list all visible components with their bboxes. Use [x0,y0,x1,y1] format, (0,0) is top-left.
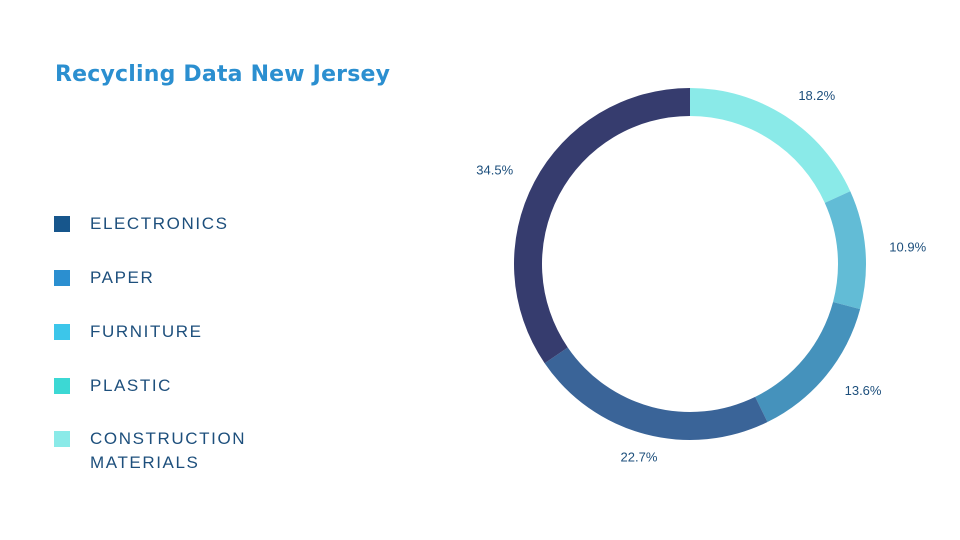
slice-label-0: 18.2% [798,88,835,103]
legend-swatch-furniture [54,324,70,340]
donut-slice-3 [544,347,768,440]
donut-slice-4 [514,88,690,364]
legend-swatch-electronics [54,216,70,232]
legend-item-electronics: ELECTRONICS [54,214,270,236]
legend-item-construction-materials: CONSTRUCTION MATERIALS [54,429,270,475]
legend-label-electronics: ELECTRONICS [90,214,229,233]
legend-label-furniture: FURNITURE [90,322,203,341]
legend-item-furniture: FURNITURE [54,322,270,344]
donut-slice-2 [755,301,861,423]
legend-swatch-construction-materials [54,431,70,447]
slice-label-1: 10.9% [889,239,926,254]
legend-item-paper: PAPER [54,268,270,290]
legend-swatch-paper [54,270,70,286]
legend: ELECTRONICS PAPER FURNITURE PLASTIC CONS… [54,0,314,540]
legend-item-plastic: PLASTIC [54,376,270,398]
legend-swatch-plastic [54,378,70,394]
legend-label-paper: PAPER [90,268,155,287]
slice-label-2: 13.6% [845,383,882,398]
slice-label-4: 34.5% [476,163,513,178]
chart-title: Recycling Data New Jersey [55,62,391,87]
donut-slice-1 [824,191,867,310]
legend-label-construction-materials: CONSTRUCTION MATERIALS [90,429,247,472]
legend-label-plastic: PLASTIC [90,376,173,395]
donut-slice-0 [690,88,851,203]
slice-label-3: 22.7% [621,449,658,464]
